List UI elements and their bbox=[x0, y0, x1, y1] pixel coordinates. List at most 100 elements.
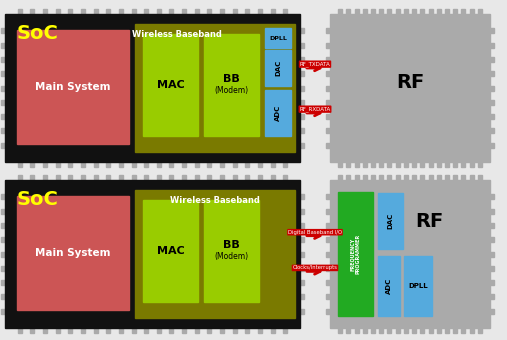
Text: Main System: Main System bbox=[35, 82, 111, 92]
Bar bbox=[300, 280, 304, 285]
Bar bbox=[1, 28, 5, 33]
Bar bbox=[265, 28, 291, 48]
Bar bbox=[490, 309, 494, 314]
Bar bbox=[18, 9, 22, 14]
Bar bbox=[412, 175, 416, 180]
Bar bbox=[1, 252, 5, 256]
Bar bbox=[330, 14, 490, 162]
Bar bbox=[354, 9, 358, 14]
Bar bbox=[144, 9, 148, 14]
Bar bbox=[412, 328, 416, 333]
Bar bbox=[1, 280, 5, 285]
Bar bbox=[18, 328, 22, 333]
Bar bbox=[30, 175, 34, 180]
Bar bbox=[404, 328, 408, 333]
Bar bbox=[17, 196, 129, 310]
Bar bbox=[94, 162, 97, 167]
Bar bbox=[17, 30, 129, 144]
Bar bbox=[144, 175, 148, 180]
Bar bbox=[326, 209, 330, 214]
Bar bbox=[326, 280, 330, 285]
Bar bbox=[1, 294, 5, 300]
Bar bbox=[346, 9, 350, 14]
Bar bbox=[233, 175, 237, 180]
Bar bbox=[81, 175, 85, 180]
Bar bbox=[283, 175, 287, 180]
Bar bbox=[245, 9, 249, 14]
Bar bbox=[461, 328, 465, 333]
Bar bbox=[404, 175, 408, 180]
Bar bbox=[233, 162, 237, 167]
Text: DPLL: DPLL bbox=[408, 283, 428, 289]
Bar bbox=[195, 9, 199, 14]
Bar bbox=[326, 294, 330, 300]
Bar bbox=[326, 194, 330, 199]
Bar bbox=[453, 162, 457, 167]
Bar bbox=[346, 175, 350, 180]
Bar bbox=[461, 175, 465, 180]
Bar bbox=[490, 252, 494, 256]
Bar bbox=[338, 9, 342, 14]
Bar bbox=[326, 266, 330, 271]
Bar bbox=[1, 209, 5, 214]
Bar bbox=[300, 71, 304, 76]
Bar bbox=[326, 114, 330, 119]
Bar bbox=[490, 28, 494, 33]
Bar bbox=[283, 162, 287, 167]
Bar bbox=[300, 143, 304, 148]
Bar bbox=[283, 328, 287, 333]
Bar bbox=[300, 223, 304, 228]
Bar bbox=[283, 9, 287, 14]
Bar bbox=[363, 175, 367, 180]
Bar bbox=[1, 114, 5, 119]
Bar bbox=[469, 175, 474, 180]
Bar bbox=[265, 90, 291, 136]
Bar bbox=[204, 34, 259, 136]
Bar bbox=[330, 180, 490, 328]
Bar bbox=[428, 328, 432, 333]
Bar bbox=[43, 9, 47, 14]
Bar bbox=[490, 129, 494, 133]
Bar bbox=[354, 328, 358, 333]
Bar bbox=[131, 328, 135, 333]
Bar bbox=[354, 175, 358, 180]
Bar bbox=[300, 100, 304, 105]
Bar bbox=[157, 175, 161, 180]
Bar bbox=[182, 9, 186, 14]
Text: MAC: MAC bbox=[157, 80, 185, 90]
Bar bbox=[68, 175, 73, 180]
Bar bbox=[387, 162, 391, 167]
Bar bbox=[245, 175, 249, 180]
Bar bbox=[220, 328, 224, 333]
Bar bbox=[326, 71, 330, 76]
Bar bbox=[387, 328, 391, 333]
Bar bbox=[469, 9, 474, 14]
Bar bbox=[1, 237, 5, 242]
Text: RF: RF bbox=[415, 212, 443, 231]
Text: Main System: Main System bbox=[35, 248, 111, 258]
Bar bbox=[245, 162, 249, 167]
Bar bbox=[338, 328, 342, 333]
Bar bbox=[81, 162, 85, 167]
Bar bbox=[453, 175, 457, 180]
Bar bbox=[258, 162, 262, 167]
Bar bbox=[300, 129, 304, 133]
Bar bbox=[395, 175, 400, 180]
Bar bbox=[363, 328, 367, 333]
Bar bbox=[445, 328, 449, 333]
Bar bbox=[326, 143, 330, 148]
Bar bbox=[68, 9, 73, 14]
Bar bbox=[30, 328, 34, 333]
Bar bbox=[490, 42, 494, 48]
Bar bbox=[437, 162, 441, 167]
Bar bbox=[106, 9, 110, 14]
Bar bbox=[326, 85, 330, 90]
Bar bbox=[490, 266, 494, 271]
Bar bbox=[300, 252, 304, 256]
Bar bbox=[379, 162, 383, 167]
Bar bbox=[395, 9, 400, 14]
Bar bbox=[265, 50, 291, 86]
Bar bbox=[119, 175, 123, 180]
Bar bbox=[490, 100, 494, 105]
Bar bbox=[182, 328, 186, 333]
